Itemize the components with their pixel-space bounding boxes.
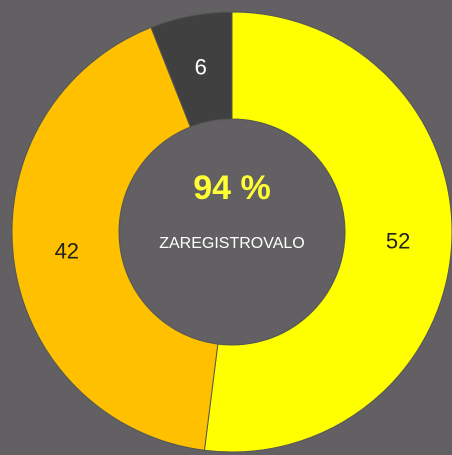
data-label: 42 — [55, 239, 79, 264]
donut-segment — [11, 26, 219, 451]
center-value: 94 % — [193, 169, 271, 207]
donut-segment — [203, 11, 452, 453]
center-label: ZAREGISTROVALO — [159, 235, 305, 252]
data-label: 6 — [195, 54, 207, 79]
data-label: 52 — [386, 228, 410, 253]
donut-segment — [150, 11, 233, 128]
wedges — [11, 11, 452, 453]
